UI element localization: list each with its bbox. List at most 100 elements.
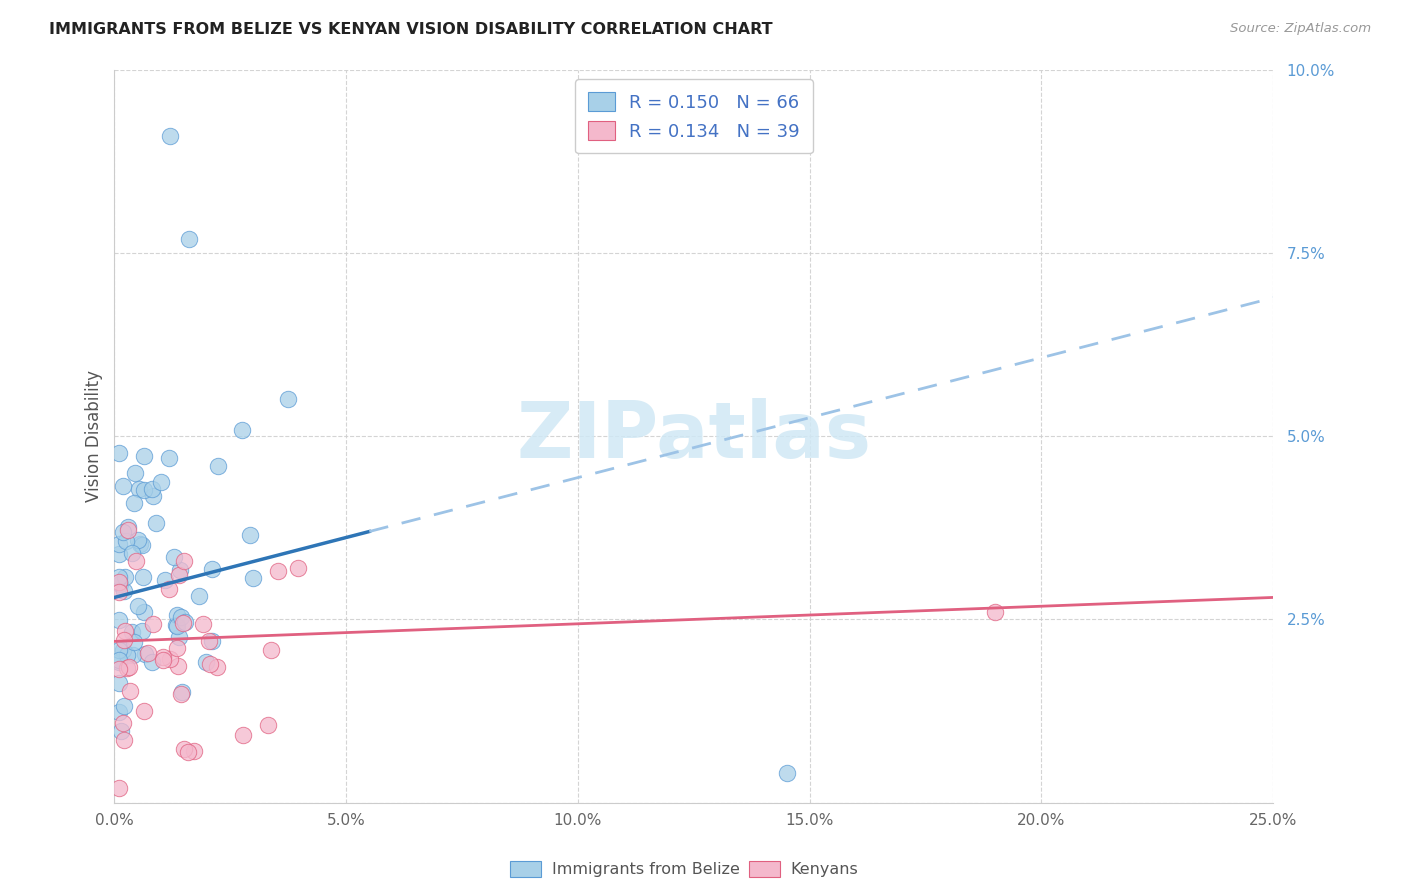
Point [159, 128, 181, 143]
Point [117, 660, 139, 674]
Point [128, 483, 150, 497]
Point [110, 723, 132, 738]
Point [183, 744, 205, 758]
Point [166, 607, 188, 622]
Point [174, 615, 197, 629]
Point [122, 648, 145, 662]
Point [165, 618, 187, 632]
Point [141, 655, 163, 669]
Point [108, 705, 131, 719]
Point [111, 715, 134, 730]
Point [198, 634, 221, 648]
Point [108, 576, 131, 591]
Point [205, 660, 228, 674]
Point [170, 610, 193, 624]
Point [231, 729, 253, 743]
Point [108, 642, 131, 657]
Y-axis label: Vision Disability: Vision Disability [86, 370, 103, 502]
Point [108, 585, 131, 599]
Text: Kenyans: Kenyans [790, 863, 859, 877]
Point [173, 554, 195, 568]
Point [127, 533, 149, 547]
Point [152, 650, 174, 665]
Point [242, 571, 264, 585]
Point [108, 537, 131, 551]
Point [134, 483, 156, 497]
Point [108, 574, 131, 589]
Point [207, 458, 229, 473]
Point [134, 647, 156, 661]
Point [287, 561, 309, 575]
Point [170, 685, 193, 699]
Point [112, 699, 135, 714]
Point [114, 534, 136, 549]
Point [166, 640, 188, 655]
Point [118, 684, 141, 698]
Point [201, 633, 224, 648]
Point [112, 479, 135, 493]
Legend: R = 0.150   N = 66, R = 0.134   N = 39: R = 0.150 N = 66, R = 0.134 N = 39 [575, 79, 813, 153]
Point [163, 550, 186, 565]
Point [132, 449, 155, 463]
Point [141, 482, 163, 496]
Point [128, 537, 150, 551]
Point [117, 520, 139, 534]
Point [108, 662, 131, 676]
Point [167, 568, 190, 582]
Point [142, 616, 165, 631]
Point [231, 423, 253, 437]
Point [122, 635, 145, 649]
Point [134, 704, 156, 718]
Point [177, 231, 200, 245]
Point [108, 655, 131, 669]
Point [121, 546, 143, 560]
Point [108, 446, 131, 460]
Point [112, 642, 135, 657]
Point [122, 496, 145, 510]
Point [170, 687, 193, 701]
Point [198, 657, 221, 671]
Point [150, 475, 173, 490]
Point [166, 619, 188, 633]
Point [118, 660, 141, 674]
Point [127, 599, 149, 614]
Point [112, 733, 135, 747]
Point [260, 642, 283, 657]
Point [169, 563, 191, 577]
Point [191, 616, 214, 631]
Point [115, 648, 138, 662]
Point [152, 653, 174, 667]
Point [111, 525, 134, 540]
Point [132, 570, 155, 584]
Point [195, 656, 218, 670]
Point [145, 516, 167, 530]
Point [188, 589, 211, 603]
Point [167, 631, 190, 645]
Point [108, 613, 131, 627]
Point [108, 547, 131, 561]
Point [277, 392, 299, 406]
Point [108, 653, 131, 667]
Point [108, 570, 131, 584]
Point [984, 605, 1007, 619]
Point [157, 450, 180, 465]
Point [131, 538, 153, 552]
Point [239, 527, 262, 541]
Point [125, 554, 148, 568]
Point [167, 658, 190, 673]
Point [157, 582, 180, 596]
Point [775, 766, 797, 780]
Point [114, 570, 136, 584]
Point [131, 624, 153, 638]
Point [117, 523, 139, 537]
Point [124, 467, 146, 481]
Point [159, 651, 181, 665]
Point [257, 718, 280, 732]
Point [121, 625, 143, 640]
Text: Immigrants from Belize: Immigrants from Belize [551, 863, 740, 877]
Text: IMMIGRANTS FROM BELIZE VS KENYAN VISION DISABILITY CORRELATION CHART: IMMIGRANTS FROM BELIZE VS KENYAN VISION … [49, 22, 773, 37]
Point [136, 647, 159, 661]
Point [201, 562, 224, 576]
Point [142, 490, 165, 504]
Point [155, 574, 177, 588]
